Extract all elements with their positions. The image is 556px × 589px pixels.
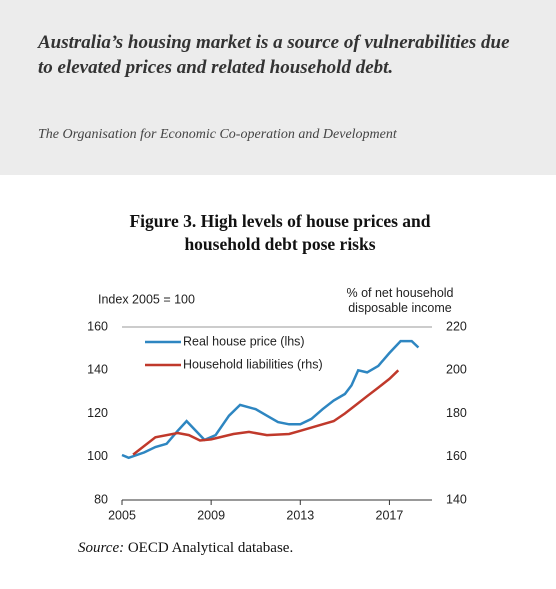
x-tick-label: 2017 (376, 508, 404, 522)
y2-tick-label: 200 (446, 363, 467, 377)
header-title: Australia’s housing market is a source o… (38, 32, 510, 78)
y-axis-label: Index 2005 = 100 (98, 292, 195, 306)
y2-axis-label: % of net household disposable income (346, 286, 454, 315)
y-tick-label: 100 (87, 449, 108, 463)
y2-tick-label: 160 (446, 449, 467, 463)
source: Source: OECD Analytical database. (78, 540, 293, 557)
y-tick-label: 140 (87, 363, 108, 377)
y2-tick-label: 140 (446, 492, 467, 506)
y2-tick-label: 180 (446, 406, 467, 420)
y-tick-label: 160 (87, 319, 108, 333)
x-tick-label: 2005 (108, 508, 136, 522)
y-tick-label: 80 (94, 492, 108, 506)
series-line (132, 369, 400, 456)
header-subtitle: The Organisation for Economic Co-operati… (38, 127, 397, 142)
x-tick-label: 2013 (286, 508, 314, 522)
header: Australia’s housing market is a source o… (0, 0, 556, 175)
series-line (121, 339, 420, 460)
chart-title: Figure 3. High levels of house prices an… (129, 211, 431, 254)
x-tick-label: 2009 (197, 508, 225, 522)
y2-tick-label: 220 (446, 319, 467, 333)
source-label: Source: (78, 540, 125, 556)
legend-label: Household liabilities (rhs) (183, 357, 323, 371)
legend-label: Real house price (lhs) (183, 334, 305, 348)
source-text: OECD Analytical database. (127, 540, 294, 556)
y-tick-label: 120 (87, 406, 108, 420)
